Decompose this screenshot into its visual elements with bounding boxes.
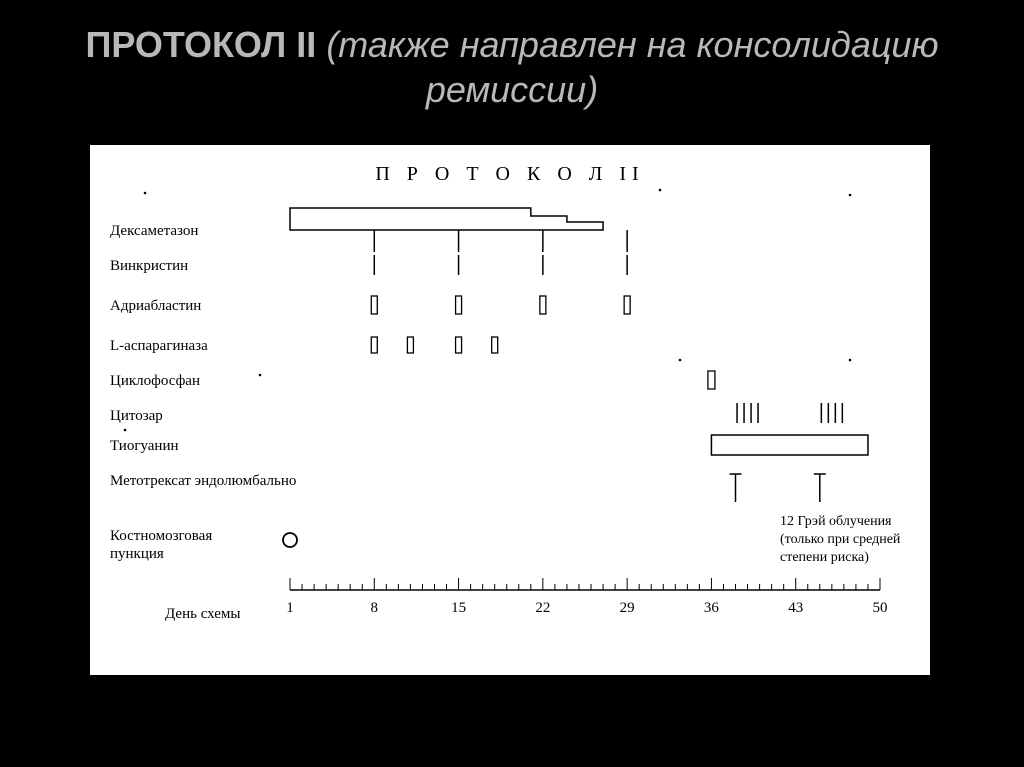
dose-box (371, 296, 377, 314)
drug-label: L-аспарагиназа (110, 338, 208, 354)
side-note-line: 12 Грэй облучения (780, 514, 892, 529)
side-note-line: (только при средней (780, 532, 901, 547)
speck (124, 429, 127, 432)
dose-box (456, 337, 462, 353)
dose-box (371, 337, 377, 353)
side-note-line: степени риска) (780, 550, 869, 565)
dose-box (708, 371, 715, 389)
drug-label: Дексаметазон (110, 223, 198, 239)
drug-label: Тиогуанин (110, 438, 179, 454)
drug-label: Костномозговая (110, 528, 212, 544)
speck (849, 359, 852, 362)
x-tick-label: 1 (286, 600, 294, 616)
chart-heading: П Р О Т О К О Л II (375, 163, 644, 185)
dose-box (492, 337, 498, 353)
title-bold: ПРОТОКОЛ II (85, 24, 316, 65)
drug-label: Цитозар (110, 408, 163, 424)
duration-rect (711, 435, 868, 455)
dose-box (456, 296, 462, 314)
speck (679, 359, 682, 362)
speck (659, 189, 662, 192)
x-tick-label: 50 (873, 600, 888, 616)
drug-label: Адриабластин (110, 298, 201, 314)
drug-label: пункция (110, 546, 164, 562)
speck (144, 192, 147, 195)
dose-box (540, 296, 546, 314)
title-italic: (также направлен на консолидацию ремисси… (316, 24, 938, 110)
speck (259, 374, 262, 377)
x-tick-label: 29 (620, 600, 635, 616)
drug-label: Винкристин (110, 258, 188, 274)
x-tick-label: 36 (704, 600, 720, 616)
chart-panel: П Р О Т О К О Л II 1 8 15 22 29 36 43 50 День схе… (90, 145, 930, 675)
drug-label: Циклофосфан (110, 373, 200, 389)
x-tick-label: 43 (788, 600, 803, 616)
dose-box (624, 296, 630, 314)
x-axis-label: День схемы (165, 606, 241, 622)
x-tick-label: 8 (371, 600, 379, 616)
speck (849, 194, 852, 197)
drug-label: Метотрексат эндолюмбально (110, 473, 296, 489)
bm-puncture-marker (283, 533, 297, 547)
x-tick-label: 15 (451, 600, 466, 616)
protocol-chart: П Р О Т О К О Л II 1 8 15 22 29 36 43 50 День схе… (90, 145, 930, 675)
x-tick-label: 22 (535, 600, 550, 616)
dose-box (407, 337, 413, 353)
dexa-step-bar (290, 208, 603, 230)
slide-title: ПРОТОКОЛ II (также направлен на консолид… (0, 0, 1024, 112)
